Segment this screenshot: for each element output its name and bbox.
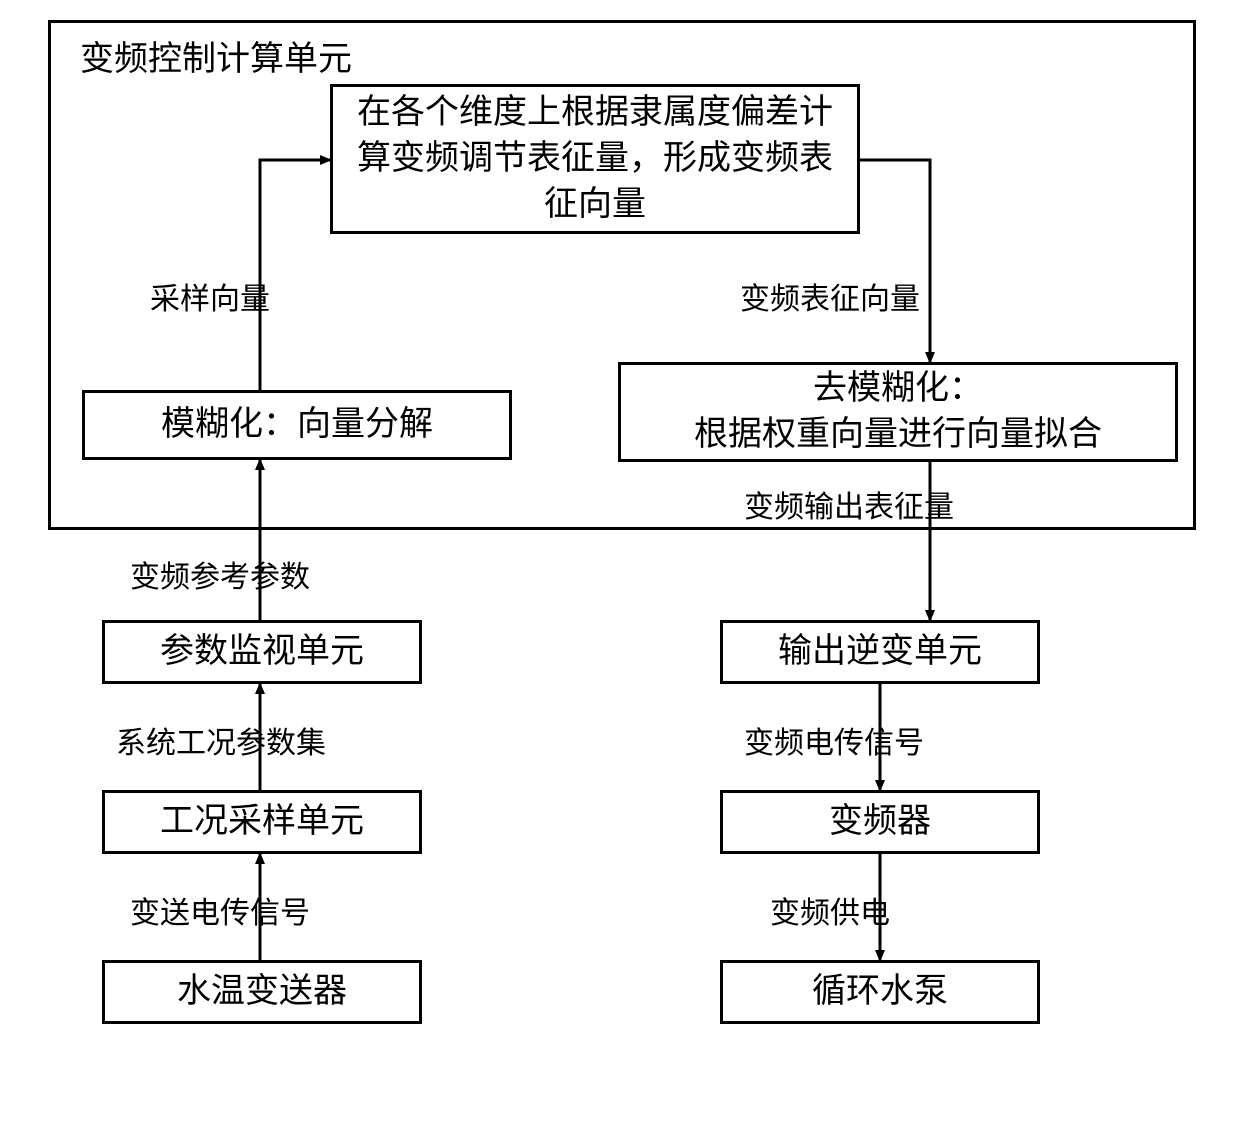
node-output-inverter: 输出逆变单元 xyxy=(720,620,1040,684)
edge-label-char_vector: 变频表征向量 xyxy=(740,280,920,319)
edge-label-output_char: 变频输出表征量 xyxy=(744,488,954,527)
node-param-monitor: 参数监视单元 xyxy=(102,620,422,684)
edge-label-ref_params: 变频参考参数 xyxy=(130,558,310,597)
defuzzify-line2: 根据权重向量进行向量拟合 xyxy=(694,412,1102,458)
node-top-center: 在各个维度上根据隶属度偏差计算变频调节表征量，形成变频表征向量 xyxy=(330,84,860,234)
node-transmitter: 水温变送器 xyxy=(102,960,422,1024)
edge-label-vfd_signal: 变频电传信号 xyxy=(744,724,924,763)
node-pump: 循环水泵 xyxy=(720,960,1040,1024)
defuzzify-line1: 去模糊化： xyxy=(694,366,1102,412)
node-defuzzify: 去模糊化： 根据权重向量进行向量拟合 xyxy=(618,362,1178,462)
node-sampling-unit: 工况采样单元 xyxy=(102,790,422,854)
edge-label-cond_params: 系统工况参数集 xyxy=(116,724,326,763)
edge-label-trans_signal: 变送电传信号 xyxy=(130,894,310,933)
node-vfd: 变频器 xyxy=(720,790,1040,854)
edge-label-vfd_power: 变频供电 xyxy=(770,894,890,933)
edge-label-sample_vector: 采样向量 xyxy=(150,280,270,319)
outer-title: 变频控制计算单元 xyxy=(80,38,352,82)
node-fuzzify: 模糊化：向量分解 xyxy=(82,390,512,460)
